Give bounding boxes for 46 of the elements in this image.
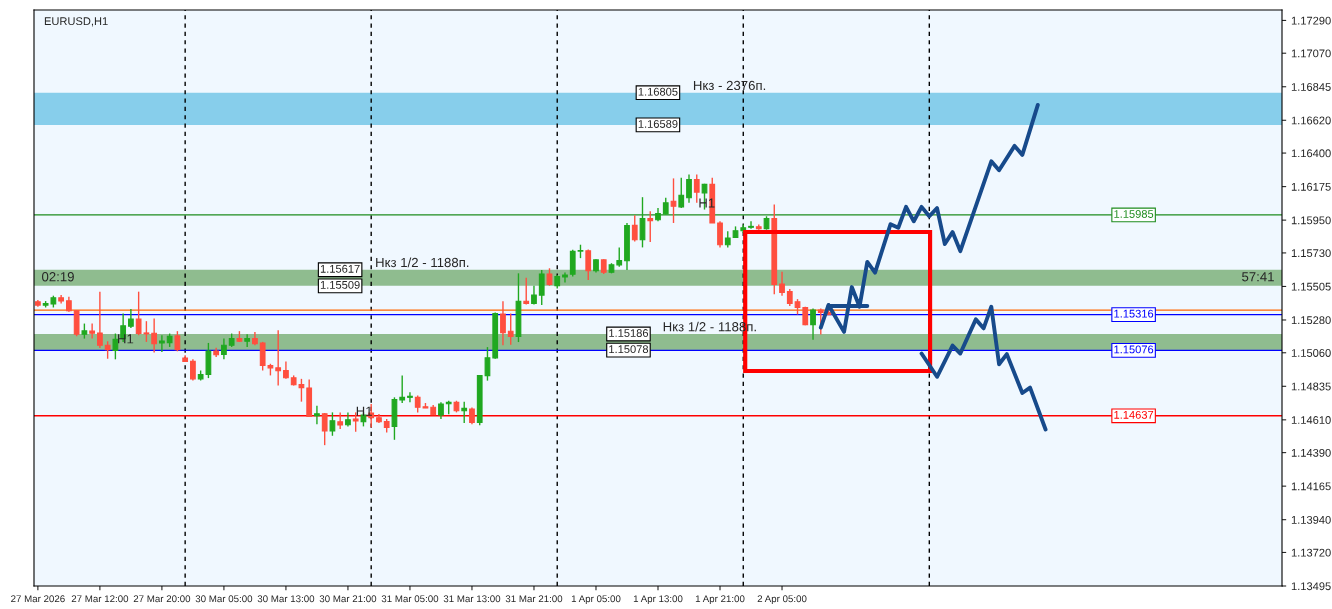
x-tick-label: 1 Apr 13:00	[633, 595, 683, 605]
y-tick-label: 1.17290	[1291, 16, 1331, 25]
y-tick-label: 1.16400	[1291, 149, 1331, 158]
y-tick-label: 1.15280	[1291, 316, 1331, 325]
y-tick-label: 1.17070	[1291, 49, 1331, 58]
y-tick-label: 1.14390	[1291, 448, 1331, 457]
band-label: Нкз - 2376п.	[693, 80, 766, 91]
annotation: 1.16805	[638, 87, 678, 96]
ref-line-label: 1.15985	[1114, 210, 1154, 218]
ref-line-label: 1.14637	[1114, 410, 1154, 419]
x-tick-label: 30 Mar 13:00	[257, 595, 315, 603]
annotation: 1.16589	[638, 120, 678, 128]
x-tick-label: 27 Mar 12:00	[71, 595, 129, 603]
x-tick-label: 30 Mar 21:00	[319, 595, 377, 603]
y-tick-label: 1.14610	[1291, 416, 1331, 424]
y-tick-label: 1.14835	[1291, 382, 1331, 391]
annotation: 1.15509	[320, 280, 360, 289]
annotation: 02:19	[42, 272, 74, 282]
y-tick-label: 1.13720	[1291, 548, 1331, 557]
annotation: 1.15078	[609, 345, 649, 354]
y-tick-label: 1.13495	[1291, 582, 1331, 591]
y-tick-label: 1.15730	[1291, 249, 1331, 258]
annotation: 1.15186	[609, 329, 649, 337]
y-tick-label: 1.16620	[1291, 116, 1331, 125]
x-tick-label: 1 Apr 21:00	[695, 595, 745, 605]
y-tick-label: 1.15060	[1291, 349, 1331, 357]
y-tick-label: 1.14165	[1291, 482, 1331, 491]
annotation: 57:41	[1242, 272, 1274, 282]
y-tick-label: 1.16175	[1291, 182, 1331, 191]
text: EURUSD,H1	[44, 17, 108, 27]
x-tick-label: 31 Mar 13:00	[443, 595, 501, 603]
y-tick-label: 1.13940	[1291, 515, 1331, 524]
annotation: 1.15617	[320, 264, 360, 273]
x-tick-label: 31 Mar 21:00	[505, 595, 563, 603]
x-tick-label: 1 Apr 05:00	[571, 595, 621, 605]
y-tick-label: 1.15505	[1291, 282, 1331, 291]
x-tick-label: 2 Apr 05:00	[757, 595, 807, 605]
ref-line-label: 1.15316	[1114, 309, 1154, 318]
ref-line-label: 1.15076	[1114, 345, 1154, 354]
x-tick-label: 30 Mar 05:00	[195, 595, 253, 603]
band-label: Нкз 1/2 - 1188п.	[376, 257, 469, 268]
x-tick-label: 31 Mar 05:00	[381, 595, 439, 603]
x-tick-label: 27 Mar 2026	[11, 595, 65, 603]
y-tick-label: 1.15950	[1291, 216, 1331, 225]
x-tick-label: 27 Mar 20:00	[133, 595, 191, 603]
y-tick-label: 1.16845	[1291, 83, 1331, 91]
